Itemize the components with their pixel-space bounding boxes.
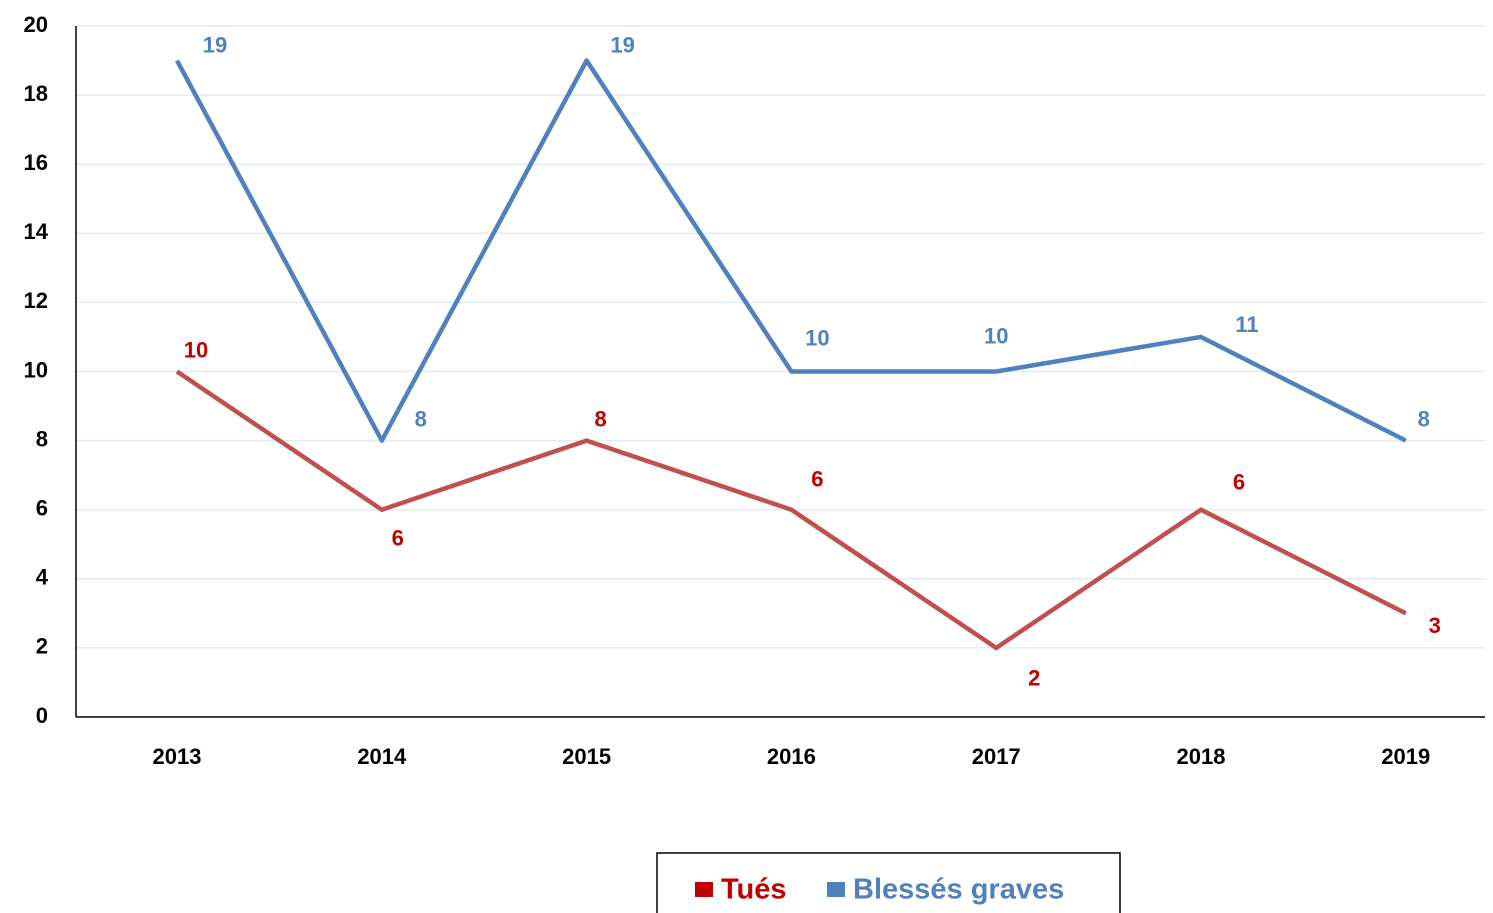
- data-label: 10: [984, 323, 1008, 348]
- legend-swatch: [695, 882, 713, 897]
- data-label: 19: [203, 32, 227, 57]
- x-tick-label: 2014: [357, 744, 407, 769]
- data-label: 19: [610, 32, 634, 57]
- data-label: 2: [1028, 666, 1040, 691]
- data-label: 6: [811, 467, 823, 492]
- y-tick-label: 12: [24, 288, 48, 313]
- legend-box: [656, 852, 1121, 913]
- y-tick-label: 20: [24, 12, 48, 37]
- series-line: [175, 58, 1407, 443]
- series-line: [175, 369, 1407, 651]
- x-tick-label: 2018: [1177, 744, 1226, 769]
- data-label: 8: [594, 406, 606, 431]
- x-tick-label: 2019: [1381, 744, 1430, 769]
- y-tick-label: 16: [24, 150, 48, 175]
- x-tick-label: 2016: [767, 744, 816, 769]
- data-label: 8: [1418, 406, 1430, 431]
- data-label: 10: [805, 325, 829, 350]
- legend-label: Blessés graves: [853, 874, 1064, 906]
- data-label: 6: [1233, 470, 1245, 495]
- data-label: 8: [415, 406, 427, 431]
- data-label: 3: [1429, 613, 1441, 638]
- legend-label: Tués: [721, 874, 787, 906]
- x-tick-label: 2013: [153, 744, 202, 769]
- legend-swatch: [827, 882, 845, 897]
- y-tick-label: 4: [36, 565, 49, 590]
- x-tick-label: 2015: [562, 744, 611, 769]
- data-label: 6: [392, 526, 404, 551]
- x-tick-label: 2017: [972, 744, 1021, 769]
- y-tick-label: 2: [36, 634, 48, 659]
- y-tick-label: 10: [24, 357, 48, 382]
- y-tick-label: 0: [36, 703, 48, 728]
- data-label: 11: [1235, 312, 1258, 337]
- y-tick-label: 6: [36, 496, 48, 521]
- y-tick-label: 18: [24, 81, 48, 106]
- y-tick-label: 8: [36, 426, 48, 451]
- y-tick-label: 14: [24, 219, 49, 244]
- data-label: 10: [184, 337, 208, 362]
